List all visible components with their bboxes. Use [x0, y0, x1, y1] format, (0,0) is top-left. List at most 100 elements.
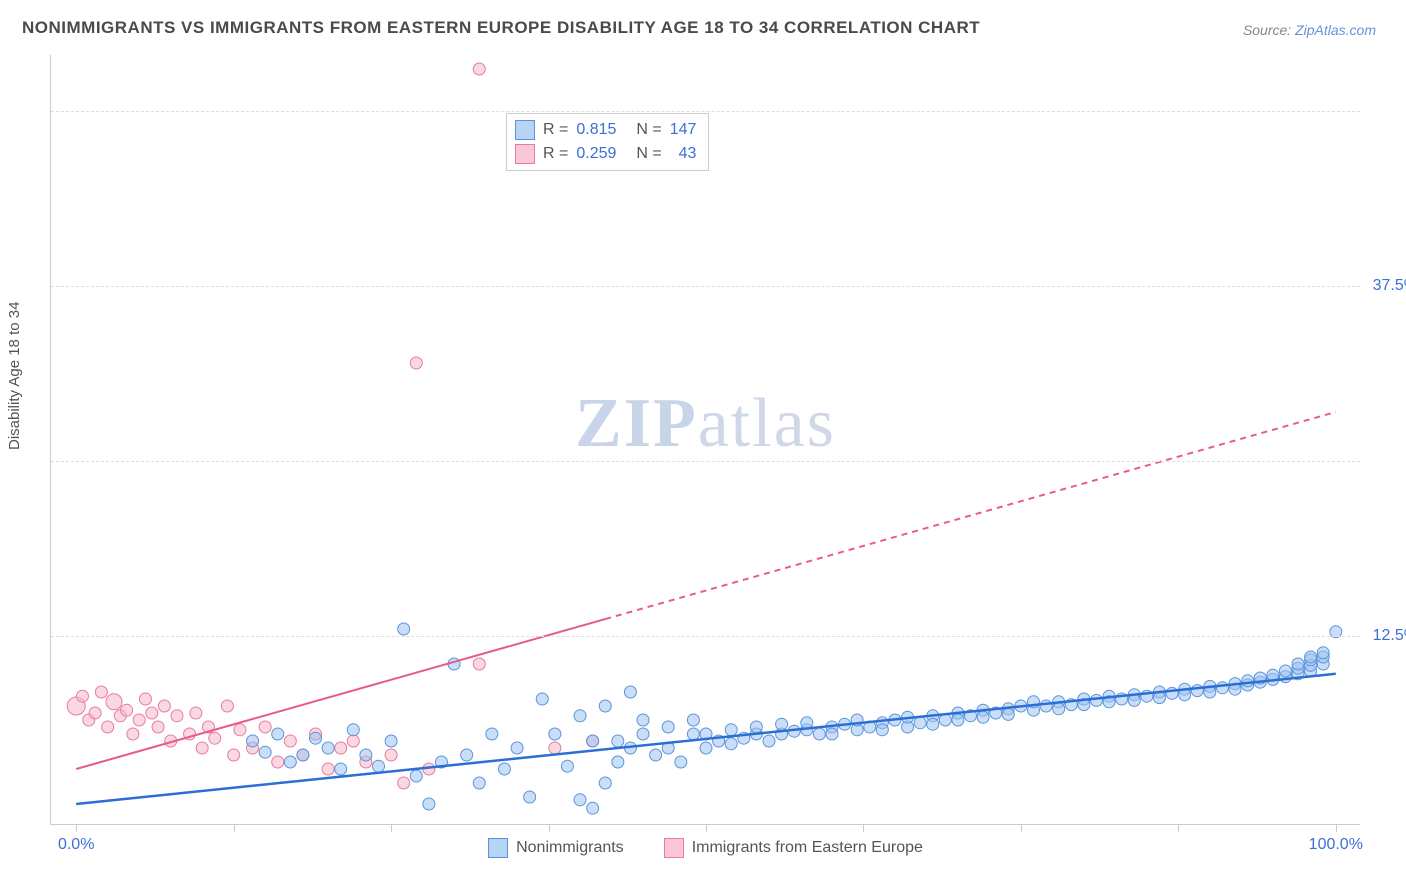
legend-n-label: N = — [636, 118, 661, 142]
data-point — [813, 728, 825, 740]
data-point — [385, 749, 397, 761]
data-point — [398, 777, 410, 789]
x-tick — [706, 824, 707, 832]
source-link[interactable]: ZipAtlas.com — [1295, 22, 1376, 38]
data-point — [76, 690, 88, 702]
legend-r-value: 0.259 — [576, 142, 628, 166]
data-point — [146, 707, 158, 719]
data-point — [1305, 651, 1317, 663]
source-attribution: Source: ZipAtlas.com — [1243, 22, 1376, 38]
chart-title: NONIMMIGRANTS VS IMMIGRANTS FROM EASTERN… — [22, 18, 980, 38]
data-point — [927, 718, 939, 730]
data-point — [650, 749, 662, 761]
x-tick — [1021, 824, 1022, 832]
y-tick-label: 12.5% — [1373, 627, 1406, 645]
data-point — [511, 742, 523, 754]
data-point — [398, 623, 410, 635]
x-tick-label: 0.0% — [58, 836, 94, 854]
data-point — [190, 707, 202, 719]
data-point — [687, 728, 699, 740]
data-point — [687, 714, 699, 726]
data-point — [196, 742, 208, 754]
data-point — [675, 756, 687, 768]
data-point — [106, 694, 122, 710]
data-point — [127, 728, 139, 740]
legend-stats-row: R = 0.259 N = 43 — [515, 142, 696, 166]
x-tick — [1178, 824, 1179, 832]
data-point — [624, 686, 636, 698]
data-point — [486, 728, 498, 740]
data-point — [561, 760, 573, 772]
legend-n-value: 43 — [670, 142, 697, 166]
data-point — [473, 658, 485, 670]
data-point — [133, 714, 145, 726]
data-point — [587, 735, 599, 747]
data-point — [750, 721, 762, 733]
legend-swatch — [515, 144, 535, 164]
legend-series-item: Nonimmigrants — [488, 838, 624, 858]
data-point — [914, 717, 926, 729]
data-point — [410, 357, 422, 369]
data-point — [284, 735, 296, 747]
data-point — [700, 742, 712, 754]
data-point — [410, 770, 422, 782]
data-point — [335, 763, 347, 775]
legend-r-value: 0.815 — [576, 118, 628, 142]
legend-series-label: Immigrants from Eastern Europe — [692, 839, 923, 857]
data-point — [322, 763, 334, 775]
plot-area: ZIPatlas R =0.815N =147R =0.259N = 43 No… — [50, 55, 1360, 825]
x-tick — [863, 824, 864, 832]
legend-stats-row: R =0.815N =147 — [515, 118, 696, 142]
x-tick — [391, 824, 392, 832]
data-point — [234, 724, 246, 736]
data-point — [247, 735, 259, 747]
data-point — [876, 724, 888, 736]
data-point — [1002, 708, 1014, 720]
data-point — [171, 710, 183, 722]
data-point — [574, 710, 586, 722]
data-point — [1191, 685, 1203, 697]
legend-r-label: R = — [543, 118, 568, 142]
data-point — [121, 704, 133, 716]
x-tick — [549, 824, 550, 832]
data-point — [776, 718, 788, 730]
data-point — [612, 756, 624, 768]
data-point — [347, 735, 359, 747]
data-point — [423, 798, 435, 810]
data-point — [373, 760, 385, 772]
y-axis-label: Disability Age 18 to 34 — [6, 302, 23, 450]
data-point — [461, 749, 473, 761]
x-tick-label: 100.0% — [1309, 836, 1363, 854]
data-point — [228, 749, 240, 761]
data-point — [152, 721, 164, 733]
data-point — [977, 711, 989, 723]
data-point — [473, 63, 485, 75]
data-point — [763, 735, 775, 747]
gridline — [51, 286, 1360, 287]
data-point — [612, 735, 624, 747]
gridline — [51, 111, 1360, 112]
legend-r-label: R = — [543, 142, 568, 166]
data-point — [524, 791, 536, 803]
data-point — [662, 721, 674, 733]
data-point — [1292, 658, 1304, 670]
x-tick — [1336, 824, 1337, 832]
data-point — [158, 700, 170, 712]
data-point — [725, 724, 737, 736]
legend-series-item: Immigrants from Eastern Europe — [664, 838, 923, 858]
data-point — [549, 742, 561, 754]
data-point — [297, 749, 309, 761]
trend-line — [76, 674, 1336, 804]
data-point — [385, 735, 397, 747]
data-point — [952, 714, 964, 726]
legend-n-label: N = — [636, 142, 661, 166]
data-point — [360, 749, 372, 761]
trend-line-dashed — [605, 412, 1336, 619]
legend-swatch — [488, 838, 508, 858]
data-point — [272, 756, 284, 768]
data-point — [599, 700, 611, 712]
data-point — [259, 721, 271, 733]
gridline — [51, 461, 1360, 462]
data-point — [259, 746, 271, 758]
data-point — [95, 686, 107, 698]
